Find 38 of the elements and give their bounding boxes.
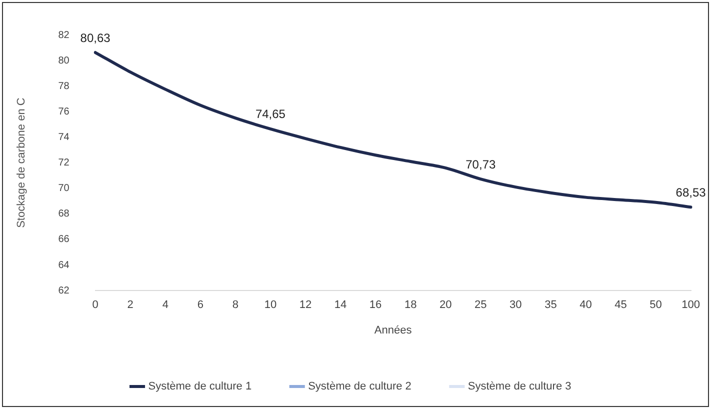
y-tick-label: 82: [58, 30, 70, 41]
y-tick-label: 70: [58, 183, 70, 194]
x-axis-title: Années: [374, 324, 412, 336]
x-tick-label: 8: [232, 299, 239, 312]
x-tick-label: 40: [580, 299, 592, 312]
x-tick-label: 2: [127, 299, 134, 312]
y-tick-label: 80: [58, 55, 70, 66]
legend-label: Système de culture 2: [308, 380, 412, 393]
x-tick-label: 25: [474, 299, 487, 312]
x-tick-label: 30: [510, 299, 522, 312]
legend-label: Système de culture 1: [148, 380, 252, 393]
y-tick-label: 74: [58, 132, 70, 143]
data-label: 68,53: [676, 185, 706, 200]
legend-label: Système de culture 3: [468, 380, 572, 393]
y-tick-label: 64: [58, 260, 70, 271]
y-tick-label: 76: [58, 106, 70, 118]
x-tick-label: 16: [369, 299, 382, 312]
x-tick-label: 45: [614, 299, 627, 312]
y-tick-label: 78: [58, 80, 70, 92]
x-tick-label: 6: [197, 299, 204, 312]
y-tick-label: 62: [58, 285, 70, 296]
x-tick-label: 50: [650, 299, 662, 312]
data-label: 74,65: [255, 107, 286, 122]
x-tick-label: 18: [404, 299, 417, 312]
y-tick-label: 68: [58, 208, 70, 220]
y-tick-label: 66: [58, 234, 70, 246]
y-axis-title: Stockage de carbone en C: [16, 98, 28, 228]
x-tick-label: 35: [544, 299, 557, 312]
y-tick-label: 72: [58, 158, 70, 169]
data-label: 70,73: [466, 157, 496, 172]
x-tick-label: 100: [682, 299, 700, 312]
x-tick-label: 10: [264, 299, 277, 312]
x-tick-label: 0: [92, 299, 98, 312]
x-tick-label: 14: [334, 299, 347, 312]
data-label: 80,63: [80, 30, 111, 45]
x-tick-label: 12: [299, 299, 312, 312]
x-tick-label: 20: [439, 299, 452, 312]
x-tick-label: 4: [162, 299, 168, 312]
